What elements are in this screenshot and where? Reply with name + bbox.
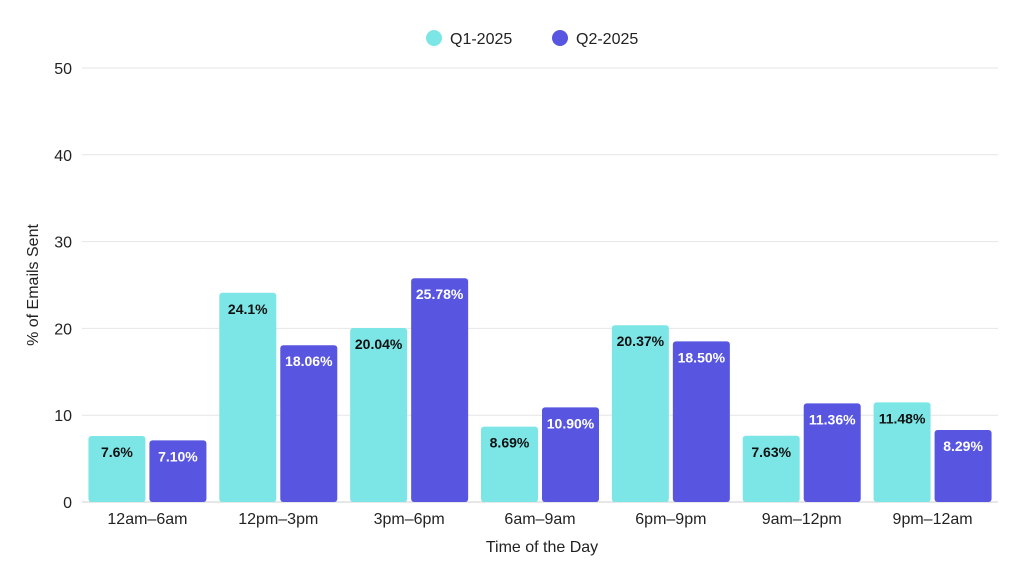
bar <box>873 402 931 502</box>
x-tick-label: 9am–12pm <box>762 511 842 528</box>
x-axis-ticks: 12am–6am 12pm–3pm 3pm–6pm 6am–9am 6pm–9pm 9am… <box>107 511 972 528</box>
legend-label-q1: Q1-2025 <box>450 31 512 48</box>
x-tick-label: 12pm–3pm <box>238 511 318 528</box>
bar <box>88 436 146 502</box>
y-axis-ticks: 0 10 20 30 40 50 <box>54 61 72 512</box>
bar <box>542 407 599 502</box>
x-tick-label: 12am–6am <box>107 511 187 528</box>
bar <box>611 325 669 502</box>
bar-data-label: 7.63% <box>751 444 791 460</box>
bar-data-label: 25.78% <box>416 286 464 302</box>
bar <box>672 341 730 502</box>
bar-data-label: 11.36% <box>809 411 856 427</box>
y-axis-title: % of Emails Sent <box>25 224 42 346</box>
bar-data-label: 20.04% <box>355 336 403 352</box>
bar-data-label: 24.1% <box>228 301 268 317</box>
y-tick-label: 20 <box>54 321 72 338</box>
bar-data-label: 18.06% <box>285 353 333 369</box>
bar-data-label: 11.48% <box>879 410 926 426</box>
bar <box>219 292 277 502</box>
x-axis-title: Time of the Day <box>486 539 598 556</box>
bar <box>481 426 538 502</box>
y-tick-label: 30 <box>54 235 72 252</box>
y-tick-label: 0 <box>63 495 72 512</box>
bars <box>88 278 992 502</box>
bar <box>350 328 408 502</box>
y-tick-label: 40 <box>54 148 72 165</box>
legend-marker-q2 <box>552 30 568 46</box>
bar-data-label: 7.10% <box>158 448 198 464</box>
bar <box>149 440 207 502</box>
bar-data-label: 8.69% <box>490 435 530 451</box>
y-tick-label: 50 <box>54 61 72 78</box>
bar-data-label: 18.50% <box>678 349 726 365</box>
bar-data-label: 10.90% <box>547 415 595 431</box>
bar-data-labels: 7.6% 7.10% 24.1% 18.06% 20.04% 25.78% 8.69% 10.… <box>101 286 984 464</box>
x-tick-label: 3pm–6pm <box>374 511 445 528</box>
x-tick-label: 9pm–12am <box>893 511 973 528</box>
x-tick-label: 6pm–9pm <box>635 511 706 528</box>
bar <box>411 278 469 502</box>
bar <box>803 403 861 502</box>
bar <box>934 430 992 502</box>
bar-data-label: 8.29% <box>943 438 983 454</box>
y-tick-label: 10 <box>54 408 72 425</box>
bar-data-label: 7.6% <box>101 444 133 460</box>
bar <box>280 345 338 502</box>
bar-data-label: 20.37% <box>617 333 665 349</box>
legend-marker-q1 <box>426 30 442 46</box>
legend: Q1-2025 Q2-2025 <box>426 30 638 48</box>
legend-label-q2: Q2-2025 <box>576 31 638 48</box>
bar <box>742 435 800 502</box>
x-tick-label: 6am–9am <box>504 511 575 528</box>
